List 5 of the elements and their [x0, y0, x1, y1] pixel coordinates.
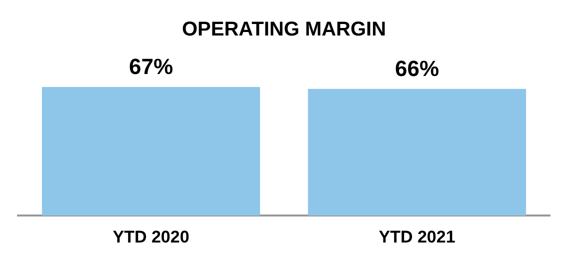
data-label: 66% — [394, 56, 440, 81]
x-tick-label: YTD 2021 — [378, 227, 456, 246]
data-label: 67% — [128, 54, 174, 80]
x-tick-label: YTD 2020 — [112, 227, 190, 246]
chart-title: OPERATING MARGIN — [182, 18, 386, 41]
